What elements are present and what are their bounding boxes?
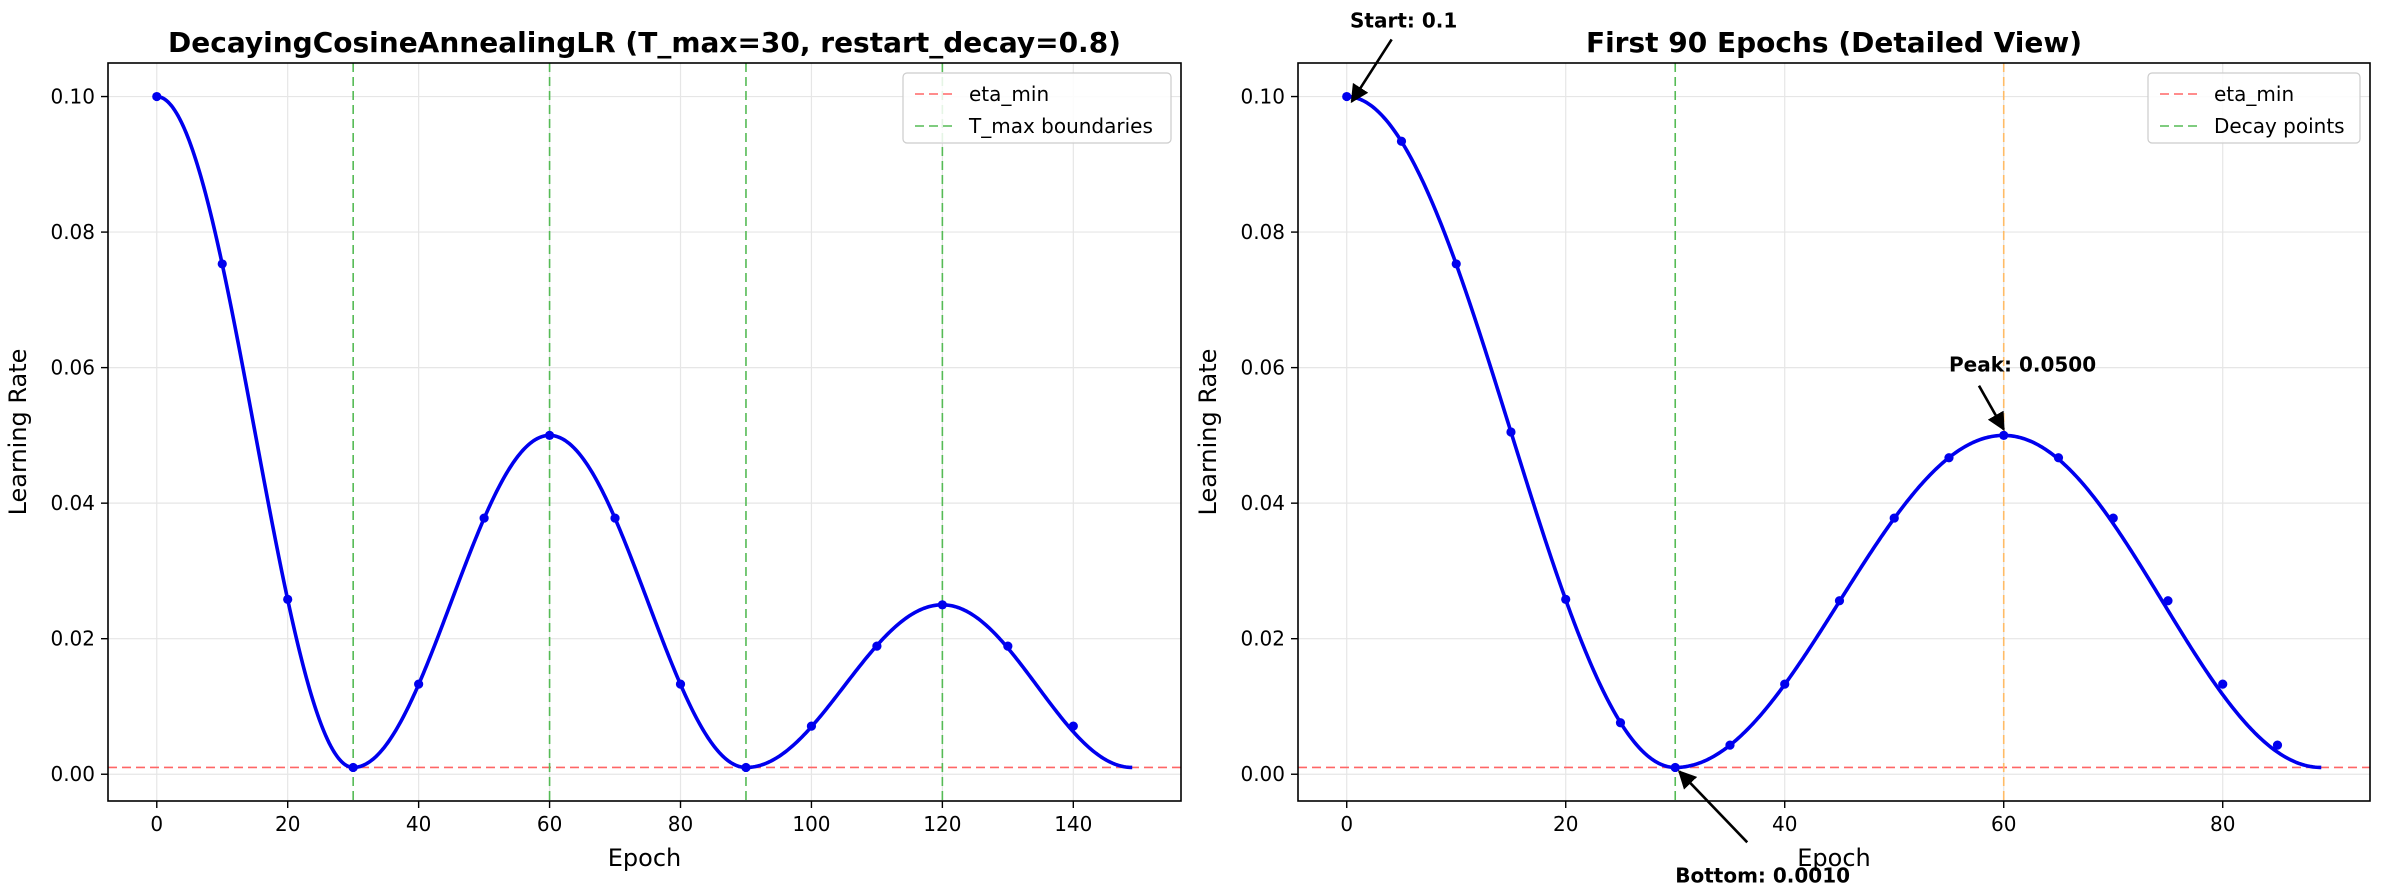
chart-2-legend-label: eta_min xyxy=(2214,82,2294,106)
chart-1-x-tick-label: 20 xyxy=(275,812,300,836)
chart-1-x-tick-label: 0 xyxy=(150,812,163,836)
chart-2-plot-frame xyxy=(1297,62,2371,802)
chart-1-x-tick-label: 100 xyxy=(792,812,830,836)
chart-1-plot-frame xyxy=(107,62,1182,802)
chart-2-data-point xyxy=(2272,740,2283,750)
chart-1-y-tick-label: 0.00 xyxy=(50,762,95,786)
chart-1-data-point xyxy=(479,513,489,523)
chart-2-y-tick-label: 0.00 xyxy=(1240,762,1285,786)
chart-1-legend-label: T_max boundaries xyxy=(968,114,1153,138)
chart-2-x-tick-label: 20 xyxy=(1553,812,1578,836)
chart-1-x-tick-label: 60 xyxy=(537,812,562,836)
chart-2-data-point xyxy=(2053,453,2064,463)
chart-1-data-point xyxy=(741,762,751,773)
chart-2-data-point xyxy=(1451,259,1461,269)
chart-2-y-tick-label: 0.02 xyxy=(1240,627,1285,651)
chart-2-x-axis-label: Epoch xyxy=(1797,844,1871,872)
chart-2-annotation-label: Start: 0.1 xyxy=(1350,8,1457,32)
chart-2-y-tick-label: 0.10 xyxy=(1240,85,1285,109)
chart-1-data-point xyxy=(872,641,882,651)
chart-1-data-point xyxy=(217,259,227,269)
chart-1-data-point xyxy=(348,762,358,773)
chart-2-x-tick-label: 0 xyxy=(1340,812,1353,836)
right-chart-panel: 0 20 40 60 80 0.00 0.02 0.04 0.06 0.08 0.10 First 9… xyxy=(1194,8,2371,887)
chart-1-data-point xyxy=(152,91,162,102)
chart-2-legend-label: Decay points xyxy=(2214,114,2345,138)
chart-2-data-point xyxy=(2163,596,2173,606)
chart-1-legend-label: eta_min xyxy=(969,82,1049,106)
chart-1-y-tick-label: 0.08 xyxy=(50,220,95,244)
chart-1-x-tick-label: 80 xyxy=(668,812,693,836)
chart-2-data-point xyxy=(1725,740,1735,750)
chart-2-data-point xyxy=(1670,762,1680,773)
left-chart-panel: 0 20 40 60 80 100 120 140 0.00 0.02 0.04 0.06 0.08 0.… xyxy=(4,26,1182,872)
chart-2-data-point xyxy=(1889,513,1899,523)
chart-2-y-axis-label: Learning Rate xyxy=(1194,349,1222,516)
chart-2-data-point xyxy=(1561,594,1571,604)
chart-2-x-tick-label: 40 xyxy=(1772,812,1797,836)
chart-2-annotation-arrow xyxy=(1677,770,1749,844)
chart-2-data-point xyxy=(1999,430,2009,440)
chart-1-data-point xyxy=(414,679,424,689)
chart-1-y-tick-label: 0.10 xyxy=(50,85,95,109)
chart-1-data-point xyxy=(675,679,686,689)
chart-2-y-tick-label: 0.06 xyxy=(1240,356,1285,380)
chart-1-data-point xyxy=(283,594,293,604)
chart-2-annotation-label: Peak: 0.0500 xyxy=(1949,353,2096,377)
chart-1-x-tick-label: 40 xyxy=(406,812,431,836)
chart-1-x-tick-label: 120 xyxy=(923,812,961,836)
chart-1-data-point xyxy=(937,600,947,610)
chart-1-y-tick-label: 0.02 xyxy=(50,627,95,651)
chart-1-lr-curve xyxy=(156,94,1133,770)
chart-2-data-point xyxy=(1615,718,1626,728)
chart-1-y-tick-label: 0.04 xyxy=(50,491,95,515)
chart-2-data-point xyxy=(1342,91,1352,102)
chart-2-annotation-arrow xyxy=(1977,385,2005,431)
chart-2-annotation-arrow xyxy=(1350,38,1393,104)
chart-2-data-point xyxy=(1834,596,1845,606)
chart-2-x-tick-label: 60 xyxy=(1991,812,2016,836)
chart-1-data-point xyxy=(544,430,555,440)
chart-2-data-point xyxy=(2218,679,2228,689)
chart-1-data-point xyxy=(1068,721,1078,731)
chart-1-y-axis-label: Learning Rate xyxy=(4,349,32,516)
chart-2-y-tick-label: 0.08 xyxy=(1240,220,1285,244)
chart-2-data-point xyxy=(1780,679,1790,689)
chart-2-data-point xyxy=(2108,513,2118,523)
chart-2-data-point xyxy=(1944,453,1954,463)
chart-2-title: First 90 Epochs (Detailed View) xyxy=(1586,26,2082,59)
chart-2-data-point xyxy=(1396,136,1407,146)
chart-2-x-tick-label: 80 xyxy=(2210,812,2235,836)
chart-1-data-point xyxy=(610,513,620,523)
chart-1-x-axis-label: Epoch xyxy=(608,844,682,872)
chart-1-title: DecayingCosineAnnealingLR (T_max=30, res… xyxy=(168,26,1121,59)
chart-1-x-tick-label: 140 xyxy=(1054,812,1092,836)
chart-1-data-point xyxy=(806,721,817,731)
chart-1-legend-box xyxy=(902,72,1172,144)
chart-2-annotation-label: Bottom: 0.0010 xyxy=(1675,863,1850,887)
chart-2-legend-box xyxy=(2147,72,2361,144)
chart-2-data-point xyxy=(1506,427,1516,437)
chart-2-y-tick-label: 0.04 xyxy=(1240,491,1285,515)
chart-1-y-tick-label: 0.06 xyxy=(50,356,95,380)
chart-2-lr-curve xyxy=(1346,94,2322,770)
chart-1-data-point xyxy=(1003,641,1013,651)
